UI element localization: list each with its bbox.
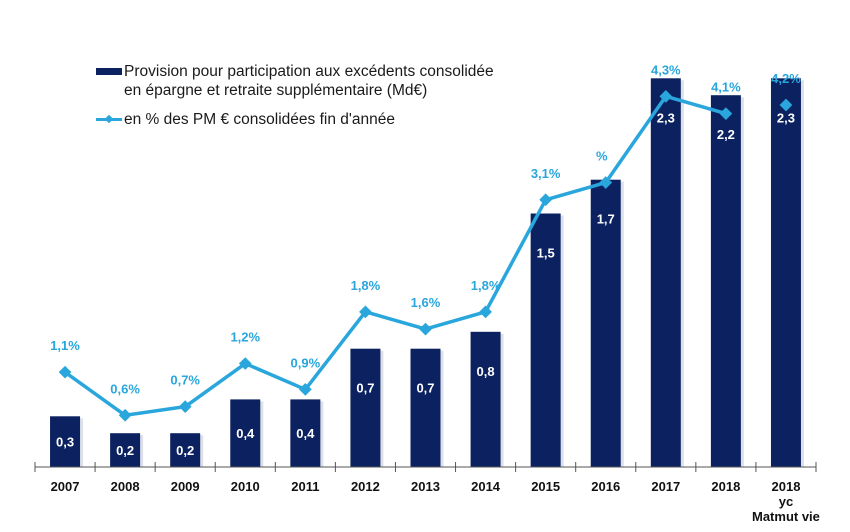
- x-tick-label: Matmut vie: [752, 509, 820, 524]
- x-tick-label: 2015: [531, 479, 560, 494]
- line-marker: [178, 400, 192, 414]
- line-value-label: 1,2%: [230, 330, 260, 345]
- line-value-label: 1,8%: [471, 278, 501, 293]
- bar-value-label: 0,7: [356, 381, 374, 396]
- legend-line-swatch: [96, 110, 122, 129]
- x-axis-labels: 2007 2008 2009 2010 2011 2012 2013 2014 2015 2016…: [51, 479, 820, 524]
- bar: [470, 331, 501, 467]
- bar-value-label: 2,3: [657, 110, 675, 125]
- line-value-label: 1,6%: [411, 295, 441, 310]
- bar: [50, 416, 81, 467]
- bar: [650, 78, 681, 468]
- x-tick-label: 2008: [111, 479, 140, 494]
- bar: [590, 179, 621, 467]
- bar-series: 0,3 0,2 0,2 0,4 0,4 0,7 0,7 0,8 1,5 1,7 2,3 2,2 2,3: [50, 78, 804, 468]
- line-marker: [118, 408, 132, 422]
- x-tick-label: 2014: [471, 479, 501, 494]
- line-value-label: 4,2%: [771, 71, 801, 86]
- bar-value-label: 0,8: [477, 364, 495, 379]
- bar: [170, 433, 201, 467]
- line-series: 1,1% 0,6% 0,7% 1,2% 0,9% 1,8% 1,6% 1,8% 3,1%% 4,3…: [50, 62, 801, 422]
- line-value-label: 0,6%: [110, 381, 140, 396]
- legend-label-provision: Provision pour participation aux excéden…: [124, 63, 494, 99]
- line-marker: [539, 193, 553, 207]
- bar-value-label: 0,4: [296, 426, 315, 441]
- x-tick-label: 2013: [411, 479, 440, 494]
- line-marker: [58, 365, 72, 379]
- x-tick-label: yc: [779, 494, 793, 509]
- x-tick-label: 2012: [351, 479, 380, 494]
- line-marker: [359, 305, 372, 319]
- legend-item-percent: en % des PM € consolidées fin d'année: [96, 110, 494, 129]
- bar-value-label: 0,7: [416, 381, 434, 396]
- legend-bar-swatch: [96, 68, 122, 75]
- line-value-label: 0,7%: [170, 373, 200, 388]
- legend-item-provision: Provision pour participation aux excéden…: [96, 62, 494, 100]
- bar-value-label: 0,3: [56, 435, 74, 450]
- bar: [230, 399, 261, 467]
- line-value-label: 1,1%: [50, 338, 80, 353]
- line-value-label: 3,1%: [531, 166, 561, 181]
- bar: [350, 348, 381, 467]
- x-tick-label: 2011: [291, 479, 319, 494]
- bar: [770, 78, 801, 468]
- line-marker: [479, 305, 492, 319]
- line-marker: [238, 357, 252, 370]
- bar: [410, 348, 441, 467]
- legend-label-percent: en % des PM € consolidées fin d'année: [124, 111, 395, 128]
- bar: [530, 213, 561, 467]
- x-tick-label: 2018: [772, 479, 801, 494]
- bar: [290, 399, 321, 467]
- line-value-label: %: [596, 149, 608, 164]
- bar-value-label: 2,3: [777, 110, 795, 125]
- line-value-label: 4,3%: [651, 62, 681, 77]
- bar: [710, 95, 741, 467]
- bar-value-label: 2,2: [717, 127, 735, 142]
- x-tick-label: 2010: [231, 479, 260, 494]
- line-value-label: 4,1%: [711, 80, 741, 95]
- bar-value-label: 1,5: [537, 246, 555, 261]
- line-path: [64, 94, 727, 418]
- line-marker: [419, 322, 432, 336]
- x-tick-label: 2017: [651, 479, 680, 494]
- x-axis: [34, 462, 817, 472]
- line-marker: [298, 383, 312, 396]
- line-value-label: 0,9%: [291, 355, 321, 370]
- bar-value-label: 0,2: [176, 443, 194, 458]
- x-tick-label: 2016: [591, 479, 620, 494]
- bar: [110, 433, 141, 467]
- bar-value-label: 0,4: [236, 426, 255, 441]
- x-tick-label: 2018: [711, 479, 740, 494]
- x-tick-label: 2009: [171, 479, 200, 494]
- bar-value-label: 0,2: [116, 443, 134, 458]
- x-tick-label: 2007: [51, 479, 80, 494]
- legend: Provision pour participation aux excéden…: [96, 62, 494, 129]
- bar-value-label: 1,7: [597, 212, 615, 227]
- line-value-label: 1,8%: [351, 278, 381, 293]
